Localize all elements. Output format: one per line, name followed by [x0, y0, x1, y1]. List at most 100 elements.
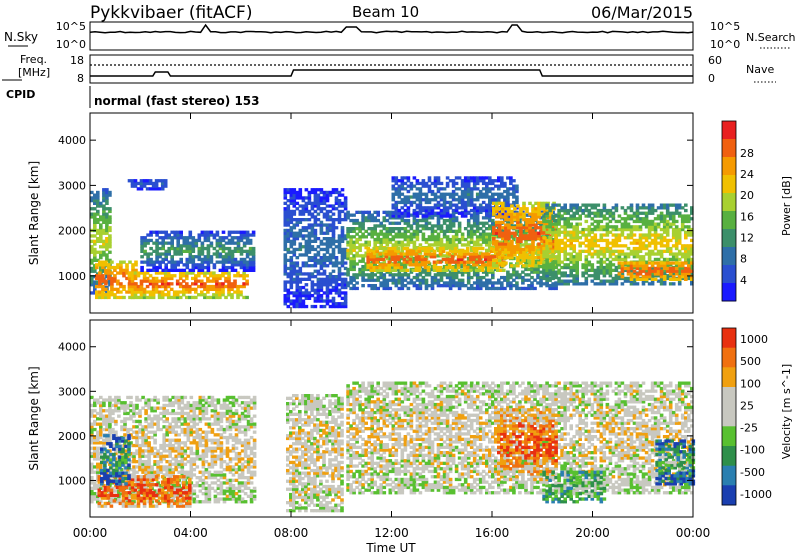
power-cell	[179, 269, 183, 272]
power-cell	[512, 179, 516, 182]
power-cell	[332, 213, 336, 216]
power-cell	[621, 223, 625, 226]
power-cell	[621, 206, 625, 209]
power-cell	[533, 287, 537, 290]
power-cell	[381, 247, 385, 250]
power-cell	[519, 207, 523, 210]
power-cell	[299, 286, 303, 289]
power-cell	[158, 290, 162, 293]
power-cell	[96, 191, 100, 194]
power-cell	[482, 176, 486, 179]
power-cell	[299, 278, 303, 281]
power-cell	[540, 202, 544, 205]
nsearch-tick-top: 10^5	[710, 20, 740, 33]
power-cell	[461, 212, 465, 215]
date-title: 06/Mar/2015	[591, 3, 693, 22]
power-cell	[401, 241, 405, 244]
power-cell	[422, 214, 426, 217]
power-cell	[240, 247, 244, 250]
power-cell	[179, 244, 183, 247]
power-cell	[401, 212, 405, 215]
power-cell	[320, 305, 324, 308]
power-cell	[407, 287, 411, 290]
power-cell	[344, 278, 348, 281]
power-cell	[361, 243, 365, 246]
power-cell	[108, 234, 112, 237]
power-cell	[158, 280, 162, 283]
power-cell	[239, 290, 243, 293]
power-cell	[461, 190, 465, 193]
power-cell	[245, 296, 249, 299]
power-cell	[401, 198, 405, 201]
power-cell	[140, 266, 144, 269]
power-cell	[675, 220, 679, 223]
power-cell	[600, 209, 604, 212]
power-cell	[684, 209, 688, 212]
power-cell	[341, 210, 345, 213]
power-cell	[521, 243, 525, 246]
power-cell	[560, 261, 564, 264]
power-cell	[96, 210, 100, 213]
power-cell	[515, 195, 519, 198]
power-cell	[681, 244, 685, 247]
power-cell	[401, 206, 405, 209]
nsky-label: N.Sky	[4, 30, 38, 44]
power-cell	[521, 276, 525, 279]
power-cell	[503, 182, 507, 185]
power-cell	[621, 275, 625, 278]
power-cell	[239, 274, 243, 277]
power-cell	[660, 270, 664, 273]
power-cell	[440, 204, 444, 207]
power-cell	[252, 231, 256, 234]
power-cell	[440, 187, 444, 190]
power-cell	[249, 239, 253, 242]
power-cell	[219, 252, 223, 255]
power-cell	[341, 302, 345, 305]
power-cell	[482, 187, 486, 190]
power-cell	[400, 266, 404, 269]
power-ytick-label: 1000	[58, 270, 86, 283]
power-cell	[158, 179, 162, 182]
power-cell	[379, 281, 383, 284]
power-cell	[245, 274, 249, 277]
power-cell	[200, 290, 204, 293]
freq-unit-label: [MHz]	[18, 66, 50, 79]
power-cell	[381, 263, 385, 266]
power-cell	[581, 263, 585, 266]
power-cell	[581, 282, 585, 285]
power-cell	[660, 233, 664, 236]
power-cell	[332, 270, 336, 273]
power-cell	[500, 281, 504, 284]
power-cell	[401, 233, 405, 236]
power-cell	[421, 247, 425, 250]
power-cell	[140, 280, 144, 283]
power-cell	[642, 242, 646, 245]
power-cell	[440, 214, 444, 217]
power-cell	[597, 204, 601, 207]
power-cell	[522, 202, 526, 205]
power-cell	[407, 176, 411, 179]
power-cell	[189, 231, 193, 234]
power-cell	[455, 182, 459, 185]
power-cell	[98, 261, 102, 264]
power-cell	[461, 279, 465, 282]
power-cell	[314, 305, 318, 308]
power-cell	[437, 176, 441, 179]
power-cell	[341, 218, 345, 221]
power-cell	[320, 248, 324, 251]
power-ytick-label: 2000	[58, 225, 86, 238]
power-cell	[422, 206, 426, 209]
power-cell	[320, 278, 324, 281]
power-cell	[119, 261, 123, 264]
power-cell	[422, 276, 426, 279]
power-cell	[320, 256, 324, 259]
power-cell	[501, 226, 505, 229]
power-cell	[252, 247, 256, 250]
power-cell	[422, 233, 426, 236]
power-cell	[654, 278, 658, 281]
power-cell	[400, 252, 404, 255]
power-cell	[425, 279, 429, 282]
power-cell	[108, 251, 112, 254]
power-cell	[361, 284, 365, 287]
